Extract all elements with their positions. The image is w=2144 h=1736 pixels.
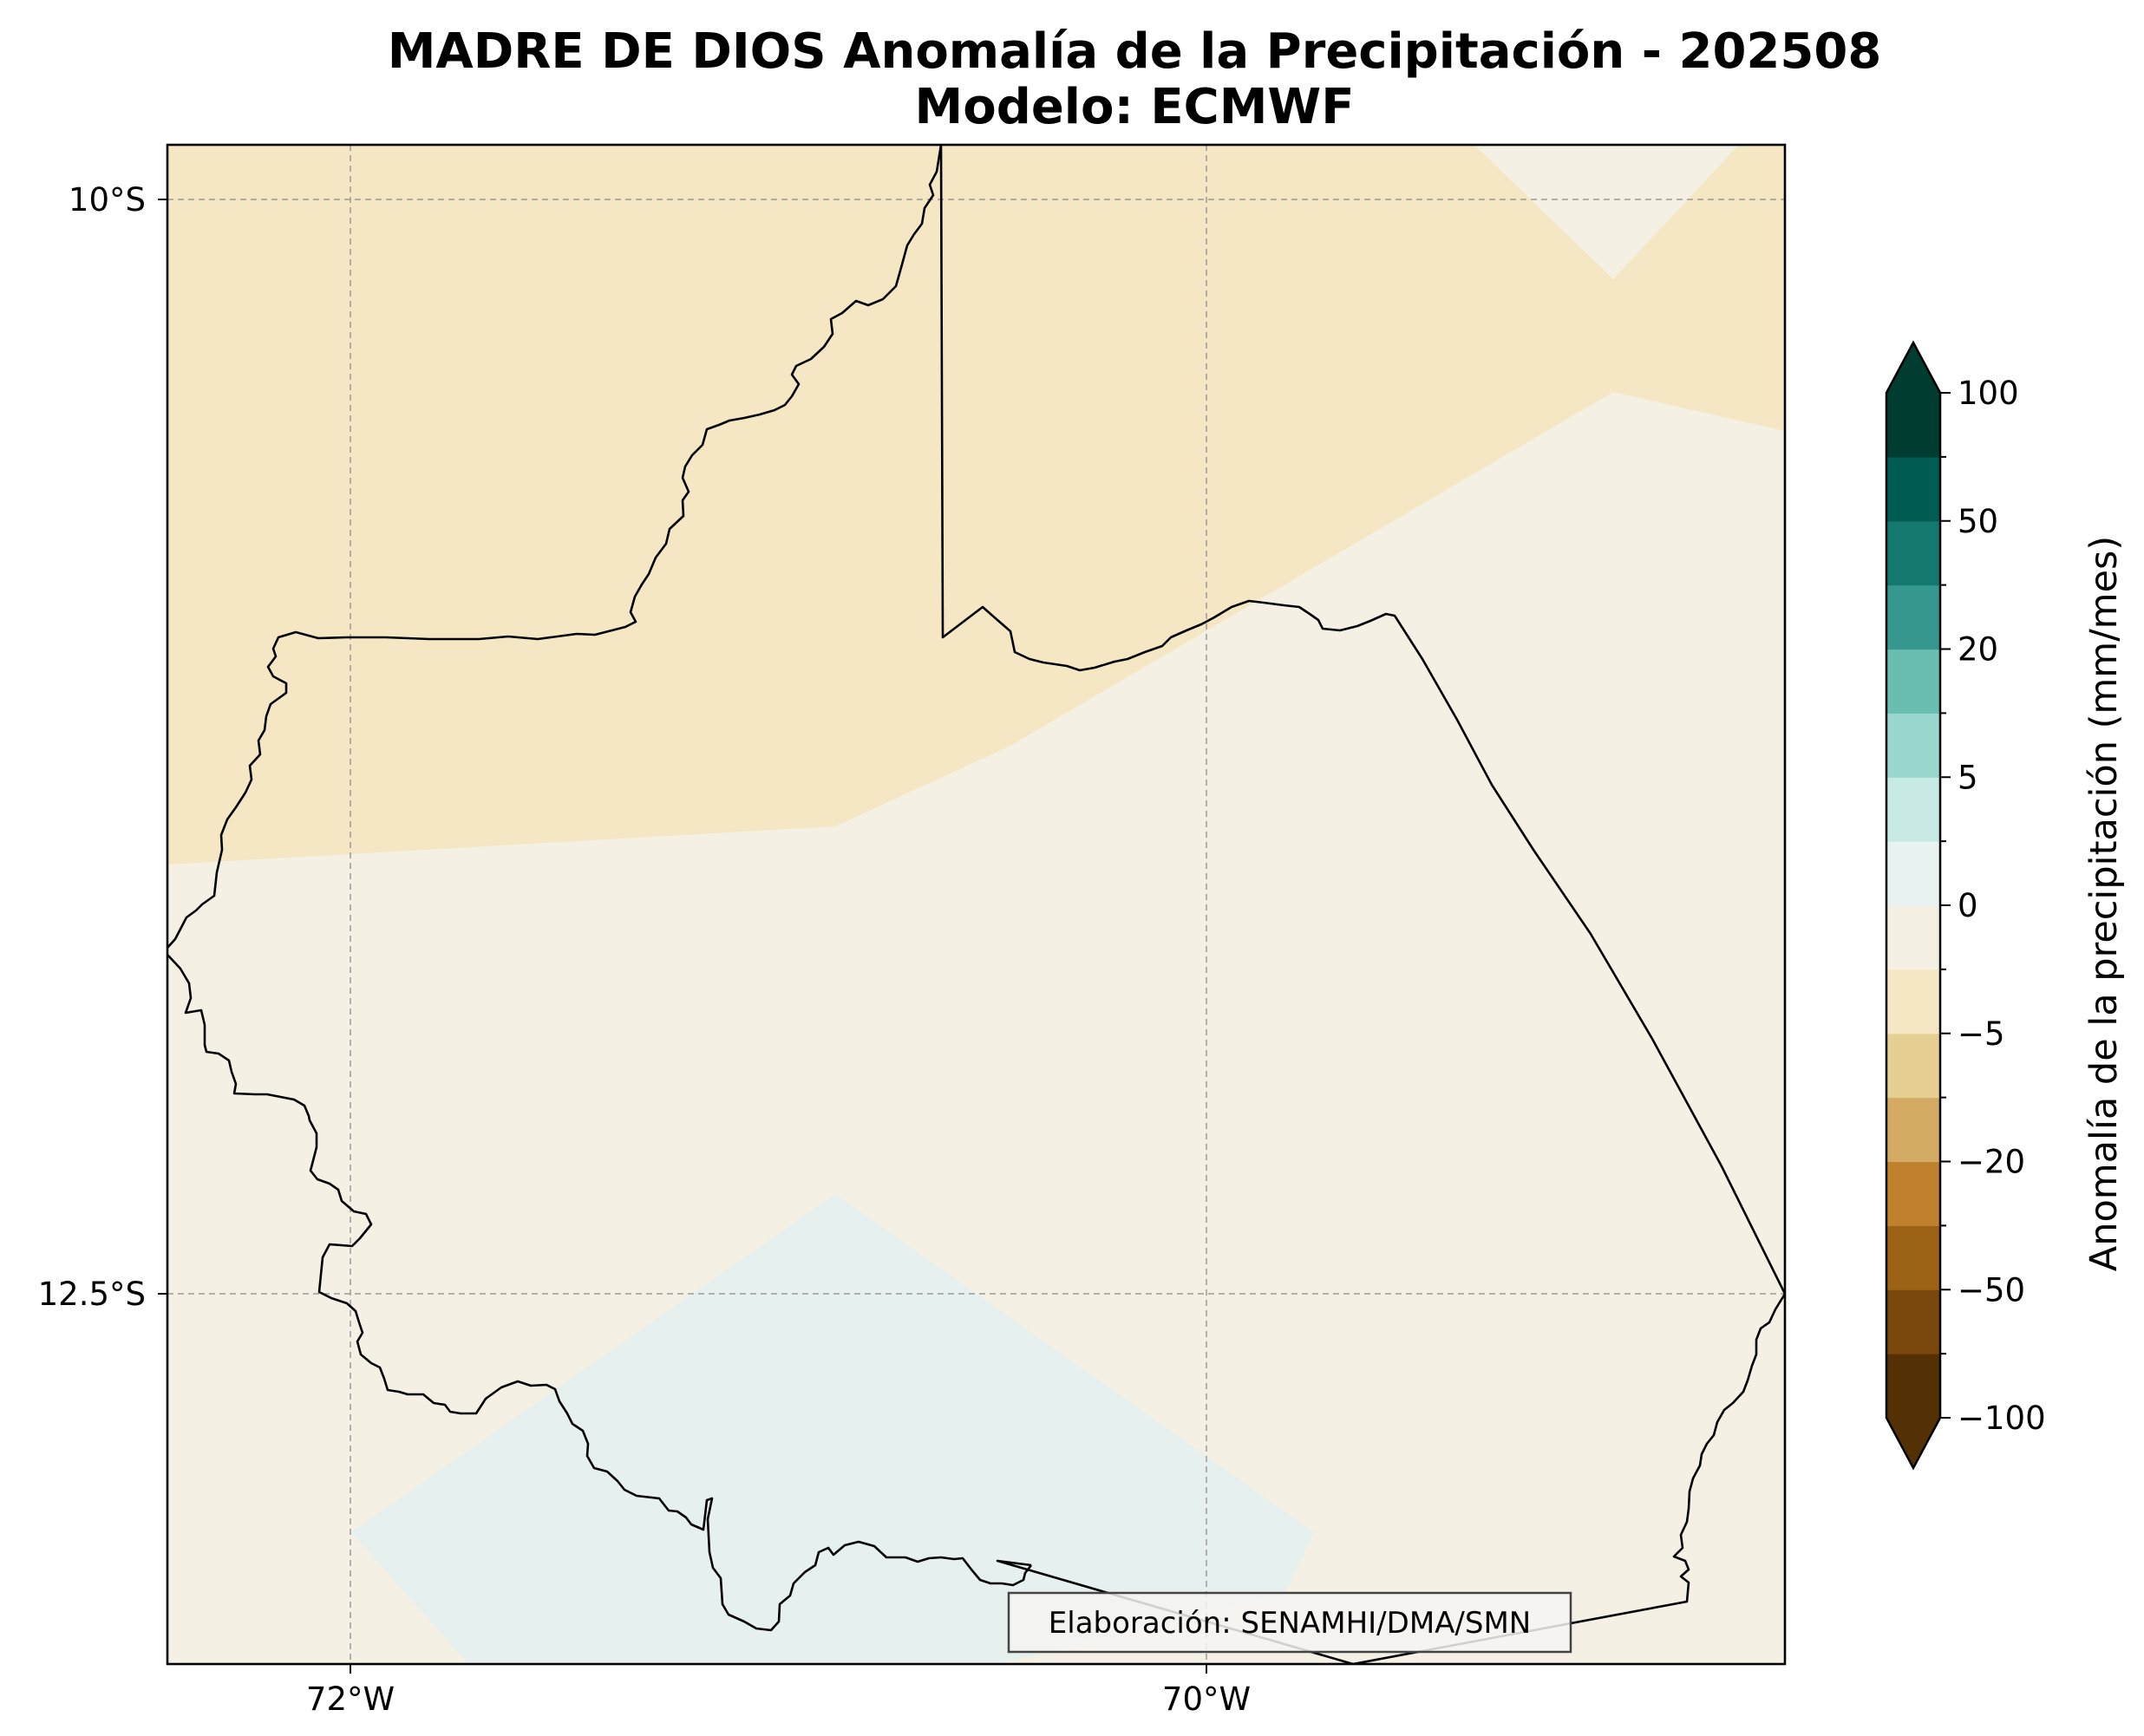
- anomaly-fill-0-5-region: [351, 1194, 1314, 1664]
- colorbar-tick-label: 5: [1958, 759, 1978, 796]
- gridlines: [167, 145, 1785, 1664]
- colorbar-label: Anomalía de la precipitación (mm/mes): [2082, 536, 2126, 1271]
- colorbar-bin: [1886, 1225, 1940, 1290]
- colorbar-bin: [1886, 777, 1940, 842]
- colorbar-bin: [1886, 1354, 1940, 1419]
- colorbar-bin: [1886, 649, 1940, 714]
- map-frame: [166, 143, 1787, 1666]
- map-panel[interactable]: [167, 145, 1785, 1664]
- lon-tick-label-72w: 72°W: [306, 1681, 395, 1718]
- colorbar-bin: [1886, 520, 1940, 586]
- colorbar-tick-label: 100: [1958, 375, 2019, 412]
- colorbar-bin: [1886, 393, 1940, 458]
- colorbar-bin: [1886, 1033, 1940, 1099]
- colorbar: [1885, 340, 1942, 1471]
- colorbar-bin: [1886, 584, 1940, 650]
- lat-tick-label-10s: 10°S: [69, 181, 146, 219]
- colorbar-bin: [1886, 456, 1940, 522]
- colorbar-bin: [1886, 841, 1940, 906]
- colorbar-tick-label: −100: [1958, 1400, 2046, 1437]
- colorbar-bin: [1886, 905, 1940, 970]
- colorbar-tick-label: 20: [1958, 631, 1998, 669]
- boundary-line-southeast: [996, 1293, 1785, 1664]
- colorbar-bin: [1886, 713, 1940, 778]
- colorbar-bin: [1886, 1161, 1940, 1226]
- colorbar-bin: [1886, 1097, 1940, 1163]
- colorbar-tick-label: 0: [1958, 887, 1978, 924]
- map-title-line2: Modelo: ECMWF: [915, 79, 1355, 135]
- credit-box: Elaboración: SENAMHI/DMA/SMN: [1007, 1591, 1572, 1654]
- map-title-line1: MADRE DE DIOS Anomalía de la Precipitaci…: [388, 23, 1882, 80]
- lon-tick-label-70w: 70°W: [1162, 1681, 1251, 1718]
- credit-text: Elaboración: SENAMHI/DMA/SMN: [1049, 1606, 1531, 1641]
- map-axes: 72°W 70°W 10°S 12.5°S: [38, 181, 1251, 1718]
- boundary-line-east: [939, 145, 1785, 1295]
- colorbar-tick-label: 50: [1958, 503, 1998, 540]
- colorbar-extend-min: [1886, 1418, 1940, 1468]
- colorbar-bin: [1886, 969, 1940, 1034]
- colorbar-tick-label: −20: [1958, 1144, 2025, 1181]
- lat-tick-label-12-5s: 12.5°S: [38, 1276, 146, 1313]
- colorbar-tick-label: −50: [1958, 1271, 2025, 1309]
- colorbar-extend-max: [1886, 343, 1940, 393]
- colorbar-bin: [1886, 1289, 1940, 1354]
- anomaly-fill-minus5-0-region: [167, 145, 1785, 865]
- colorbar-tick-label: −5: [1958, 1015, 2005, 1053]
- department-border: [167, 145, 1033, 1632]
